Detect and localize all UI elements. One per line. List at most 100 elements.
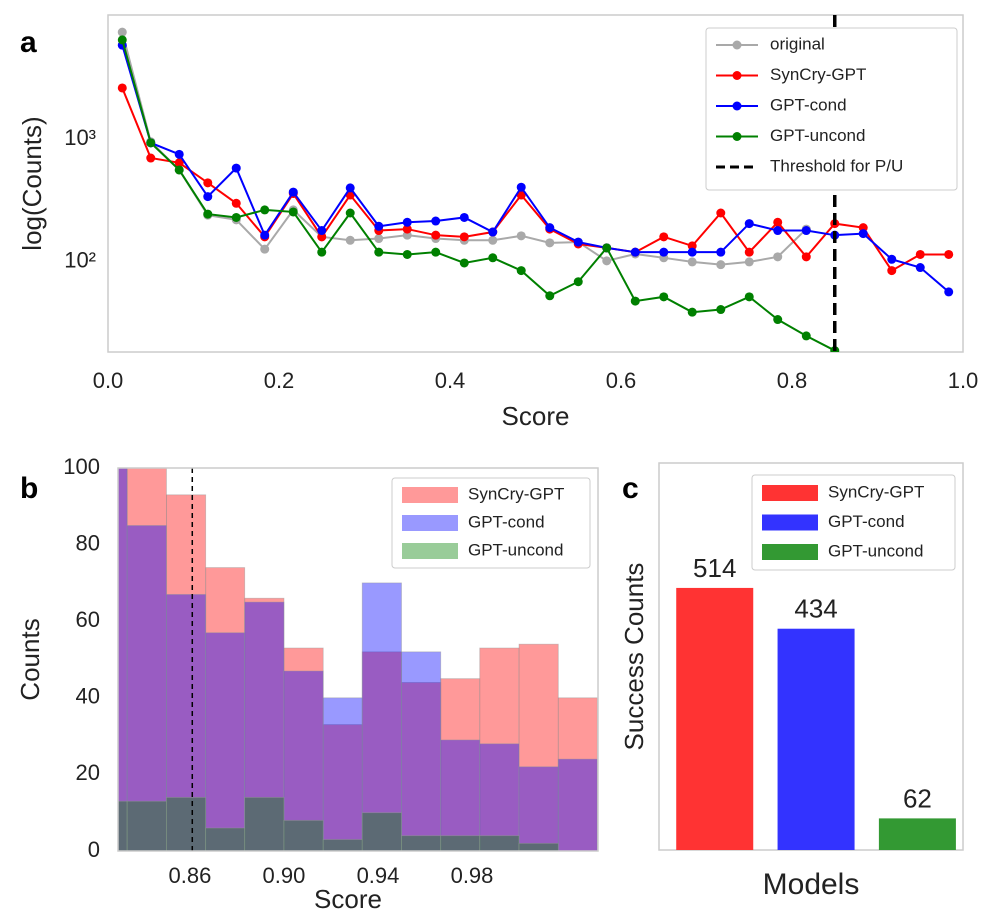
legend-label: GPT-cond xyxy=(468,512,545,531)
data-point xyxy=(659,247,669,257)
data-point xyxy=(459,232,469,242)
histogram-bar xyxy=(322,697,363,851)
panel-letter: c xyxy=(622,472,639,505)
legend-patch xyxy=(402,543,458,559)
histogram-bar xyxy=(322,839,363,851)
data-point xyxy=(659,292,669,302)
data-point xyxy=(687,307,697,317)
histogram-bar xyxy=(205,567,246,851)
data-point xyxy=(744,219,754,229)
data-point xyxy=(773,252,783,262)
histogram-bar xyxy=(244,796,285,851)
histogram-bar xyxy=(401,835,442,851)
data-point xyxy=(516,231,526,241)
data-point xyxy=(801,226,811,236)
data-point xyxy=(944,249,954,259)
x-tick-label: 0.0 xyxy=(93,368,124,393)
bar xyxy=(777,628,855,850)
legend-label: GPT-uncond xyxy=(468,540,563,559)
series-line xyxy=(121,44,950,293)
legend-patch xyxy=(402,515,458,531)
data-point xyxy=(915,249,925,259)
x-tick-label: 0.86 xyxy=(169,863,212,888)
x-tick-label: 0.90 xyxy=(263,863,306,888)
histogram-bar xyxy=(440,678,481,851)
data-point xyxy=(887,266,897,276)
histogram-bar xyxy=(205,827,246,851)
histogram-bar xyxy=(518,643,559,851)
histogram-bar xyxy=(283,819,324,851)
legend-label: SynCry-GPT xyxy=(828,482,924,501)
histogram-bar xyxy=(126,800,167,851)
data-label: 62 xyxy=(903,783,932,813)
legend-box xyxy=(391,477,591,569)
data-point xyxy=(488,227,498,237)
legend-marker xyxy=(732,71,742,80)
x-tick-label: 1.0 xyxy=(948,368,979,393)
data-point xyxy=(431,216,441,226)
histogram-bar xyxy=(518,842,559,851)
data-point xyxy=(231,198,241,208)
data-point xyxy=(174,165,184,175)
data-point xyxy=(801,331,811,341)
data-point xyxy=(516,266,526,276)
histogram-bar xyxy=(401,651,442,851)
data-point xyxy=(174,158,184,168)
histogram-bar xyxy=(361,651,402,851)
data-point xyxy=(288,187,298,197)
data-point xyxy=(744,247,754,257)
data-point xyxy=(317,232,327,242)
data-point xyxy=(488,235,498,245)
x-tick-label: 0.2 xyxy=(264,368,295,393)
plot-area xyxy=(118,468,598,851)
y-tick-label: 40 xyxy=(76,684,100,709)
data-point xyxy=(459,212,469,222)
data-point xyxy=(288,207,298,217)
histogram-bar xyxy=(166,494,207,851)
histogram-bar xyxy=(440,835,481,851)
data-point xyxy=(944,287,954,297)
histogram-bar xyxy=(244,601,285,851)
legend-label: GPT-cond xyxy=(770,95,847,114)
data-point xyxy=(203,178,213,188)
data-point xyxy=(345,208,355,218)
data-point xyxy=(602,243,612,253)
data-point xyxy=(402,217,412,227)
data-point xyxy=(402,224,412,234)
data-point xyxy=(203,192,213,202)
panel-letter: b xyxy=(20,472,38,505)
data-point xyxy=(602,256,612,266)
data-point xyxy=(345,183,355,193)
x-tick-label: 0.94 xyxy=(357,863,400,888)
data-point xyxy=(773,315,783,325)
histogram-bar xyxy=(166,593,207,851)
data-point xyxy=(716,305,726,315)
series-line xyxy=(121,31,807,266)
data-point xyxy=(545,291,555,301)
x-tick-label: 0.8 xyxy=(777,368,808,393)
data-point xyxy=(687,247,697,257)
data-point xyxy=(117,83,127,93)
data-point xyxy=(858,229,868,239)
histogram-bar xyxy=(118,468,128,851)
legend-patch xyxy=(762,485,818,501)
y-tick-label: 10³ xyxy=(64,125,96,150)
legend-label: Threshold for P/U xyxy=(770,156,903,175)
bar xyxy=(878,818,956,850)
data-point xyxy=(117,27,127,37)
legend-label: original xyxy=(770,34,825,53)
data-point xyxy=(174,149,184,159)
data-point xyxy=(801,252,811,262)
data-point xyxy=(573,277,583,287)
y-tick-label: 20 xyxy=(76,760,100,785)
histogram-bar xyxy=(440,739,481,851)
data-point xyxy=(516,182,526,192)
bar xyxy=(676,587,754,850)
legend-label: SynCry-GPT xyxy=(770,65,866,84)
data-point xyxy=(630,247,640,257)
legend-box xyxy=(705,27,958,191)
data-point xyxy=(402,249,412,259)
y-tick-label: 0 xyxy=(88,837,100,862)
